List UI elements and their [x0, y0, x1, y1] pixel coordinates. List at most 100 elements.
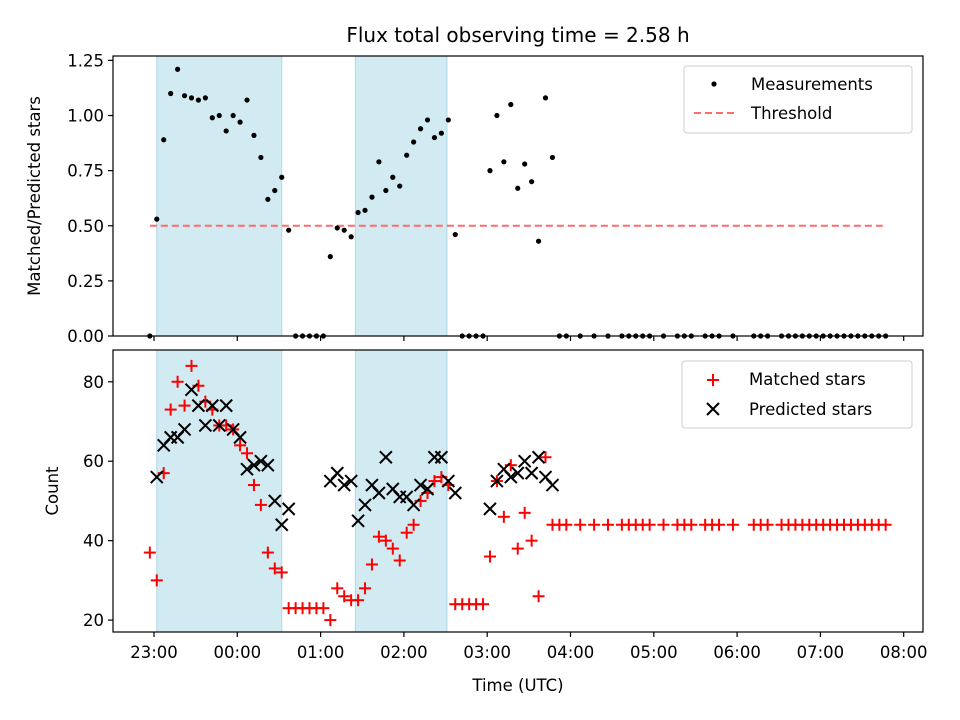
measurement-point — [230, 112, 236, 119]
y-tick-label: 1.25 — [67, 51, 104, 70]
predicted-star-b — [337, 478, 351, 492]
matched-star-point — [532, 590, 545, 603]
measurement-point — [424, 117, 431, 123]
predicted-star-point — [247, 458, 261, 472]
x-tick-label: 05:00 — [630, 643, 678, 662]
legend-matched-label: Matched stars — [749, 370, 866, 389]
predicted-star-point — [240, 462, 254, 476]
predicted-star-b — [386, 482, 400, 496]
matched-star-point — [268, 562, 281, 575]
matched-star-point — [359, 582, 372, 595]
predicted-star-point — [441, 474, 456, 488]
predicted-star-point — [517, 454, 532, 468]
top-legend-box — [683, 65, 913, 134]
matched-star-point — [365, 558, 378, 571]
bottom-panel: 23:00 00:00 01:00 02:00 03:00 04:00 05:00 06:00… — [43, 349, 927, 695]
matched-star-point — [241, 447, 254, 460]
matched-star-point — [379, 534, 392, 547]
bottom-plot-frame — [112, 349, 924, 633]
measurement-point — [327, 254, 333, 260]
predicted-star-b — [261, 458, 275, 472]
measurement-point — [286, 227, 292, 233]
x-tick-label: 01:00 — [297, 643, 345, 662]
measurement-point — [237, 119, 243, 125]
measurement-point — [542, 95, 549, 101]
matched-star-point — [400, 526, 413, 539]
predicted-star-b — [226, 422, 240, 437]
predicted-star-point — [281, 502, 296, 516]
predicted-star-b — [205, 398, 220, 413]
predicted-star-point — [268, 494, 282, 508]
predicted-star-b — [517, 454, 532, 468]
y-tick-label: 60 — [83, 452, 104, 471]
predicted-star-b — [240, 462, 254, 476]
predicted-star-b — [275, 518, 289, 532]
matched-star-point — [372, 530, 385, 543]
predicted-star-point — [184, 383, 199, 397]
matched-star-point — [726, 518, 739, 531]
predicted-star-b — [351, 514, 365, 528]
predicted-star-b — [177, 422, 192, 437]
predicted-star-point — [261, 458, 275, 472]
matched-star-point — [393, 554, 406, 567]
matched-star-point — [275, 566, 288, 579]
shaded-interval-1 — [156, 349, 283, 633]
predicted-star-b — [441, 474, 456, 488]
measurement-point — [188, 95, 195, 101]
predicted-star-point — [448, 486, 462, 500]
matched-star-point — [261, 546, 274, 559]
matched-star-point — [511, 542, 524, 555]
measurement-point — [417, 126, 424, 132]
measurement-point — [181, 93, 188, 99]
predicted-star-point — [337, 478, 351, 492]
matched-star-point — [171, 375, 184, 388]
predicted-star-point — [219, 398, 233, 413]
predicted-star-b — [150, 470, 164, 484]
predicted-star-point — [420, 482, 435, 496]
predicted-star-b — [212, 418, 226, 433]
predicted-star-point — [511, 466, 525, 480]
x-tick-label: 04:00 — [547, 643, 595, 662]
matched-star-point — [338, 590, 351, 603]
measurement-point — [487, 168, 493, 174]
measurement-point — [501, 159, 507, 165]
predicted-star-point — [351, 514, 365, 528]
predicted-star-b — [504, 470, 518, 484]
x-tick-label: 03:00 — [463, 643, 511, 662]
x-tick-label: 00:00 — [214, 643, 262, 662]
predicted-star-point — [330, 466, 344, 480]
legend-matched-marker — [707, 374, 719, 386]
matched-star-point — [477, 598, 490, 611]
measurement-point — [258, 154, 264, 161]
matched-star-point — [539, 451, 552, 464]
predicted-star-b — [545, 478, 560, 492]
matched-star-point — [150, 574, 163, 587]
shaded-interval-2 — [354, 55, 448, 337]
predicted-star-b — [413, 478, 428, 492]
measurement-point — [522, 161, 528, 167]
matched-star-point — [254, 498, 267, 511]
matched-star-point — [560, 518, 573, 531]
measurement-point — [376, 159, 382, 165]
measurement-point — [209, 115, 215, 121]
matched-star-point — [574, 518, 587, 531]
legend-predicted-marker — [706, 402, 720, 416]
matched-star-point — [407, 518, 420, 531]
predicted-star-b — [448, 486, 462, 500]
predicted-star-point — [413, 478, 428, 492]
predicted-star-point — [483, 502, 497, 516]
top-y-axis-label: Matched/Predicted stars — [25, 96, 44, 296]
y-tick-label: 80 — [83, 373, 104, 392]
predicted-star-b — [379, 450, 393, 464]
predicted-star-b — [358, 498, 372, 512]
matched-star-point — [657, 518, 670, 531]
x-tick-label: 06:00 — [713, 643, 761, 662]
predicted-star-point — [545, 478, 560, 492]
y-tick-label: 0.50 — [67, 217, 104, 236]
predicted-star-b — [219, 398, 233, 413]
predicted-star-point — [275, 518, 289, 532]
bottom-y-axis-label: Count — [43, 466, 62, 516]
matched-star-point — [428, 475, 441, 488]
legend-threshold-label: Threshold — [750, 104, 832, 123]
